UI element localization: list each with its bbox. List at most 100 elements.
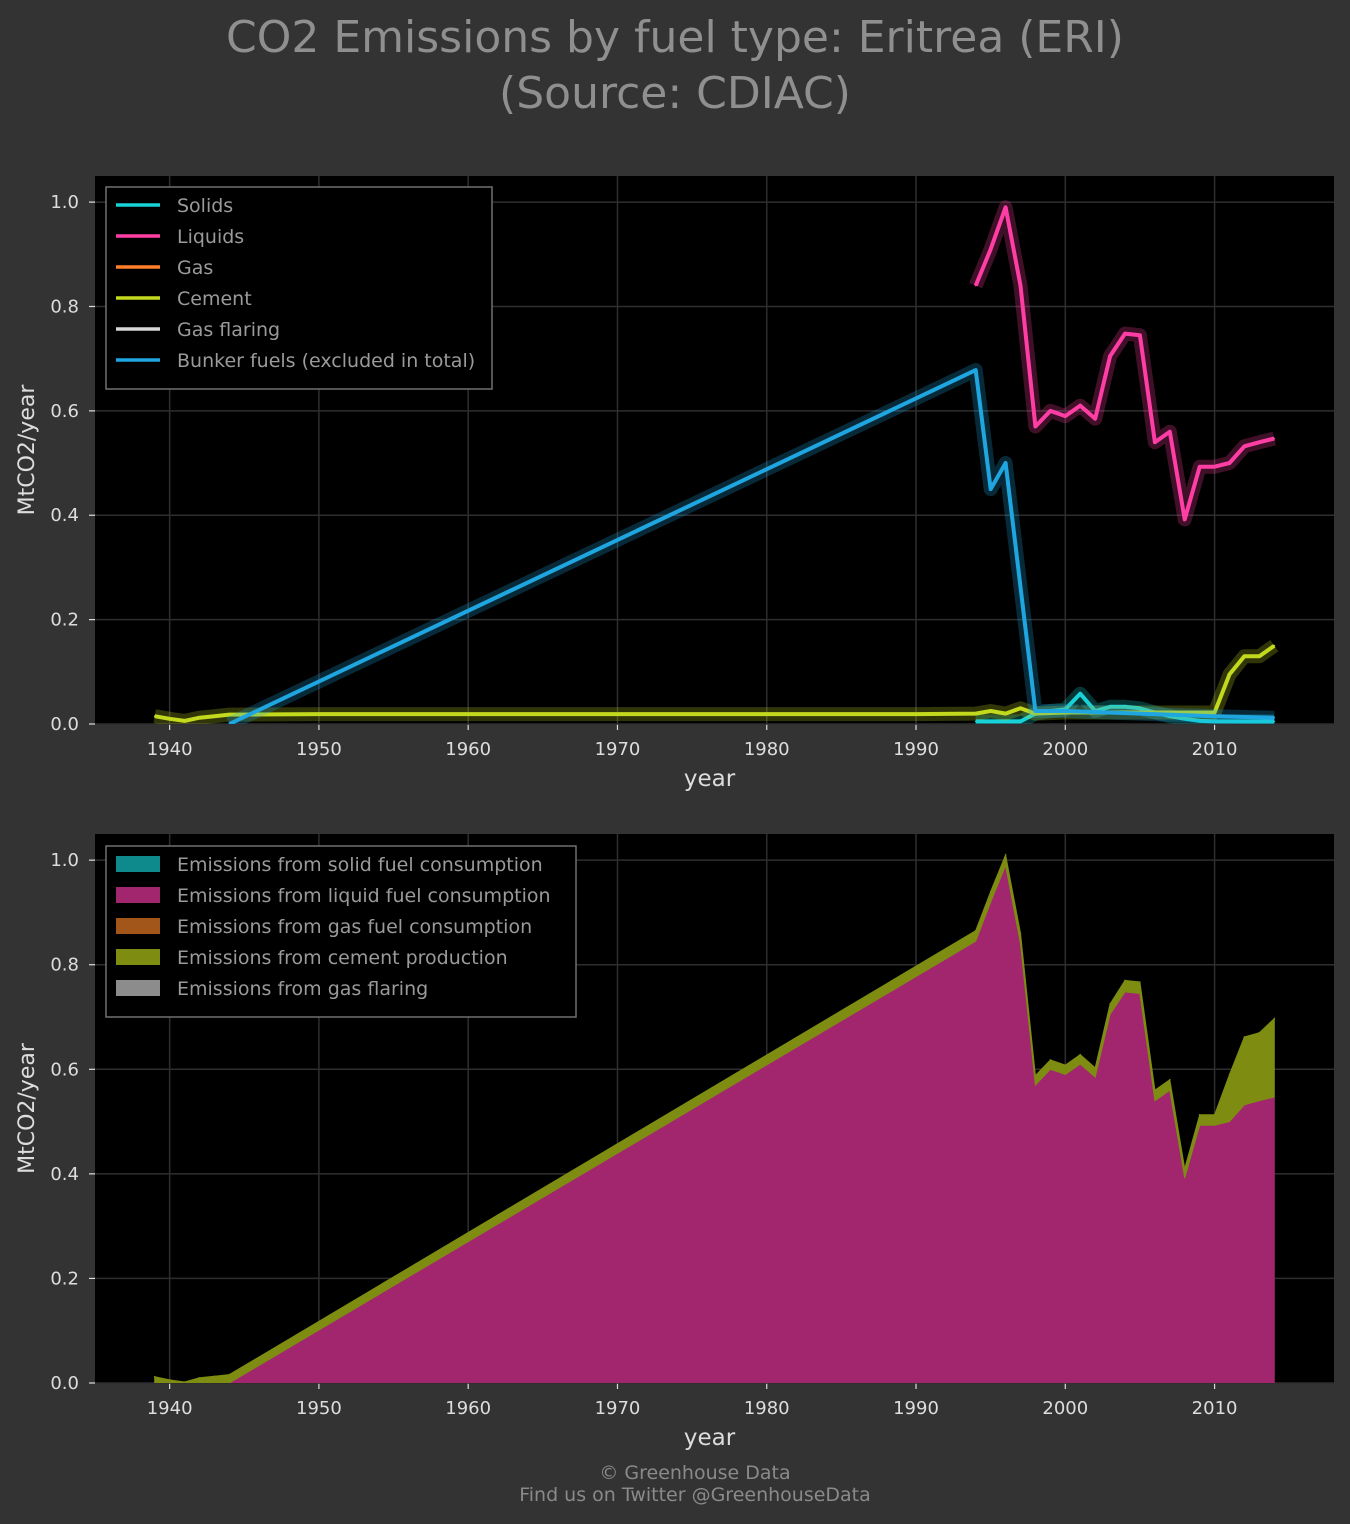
data-point [1109,706,1111,708]
legend-item-bunker-fuels-excluded-in-total: Bunker fuels (excluded in total) [116,350,475,372]
data-point [1258,441,1261,444]
data-point [974,369,977,371]
x-tick-label: 1980 [744,739,790,760]
data-point [1004,720,1007,723]
area-point [1273,1017,1276,1020]
area-point [1154,1089,1156,1091]
x-tick-label: 1970 [595,739,641,760]
data-point [1273,716,1276,719]
area-point [1198,1114,1201,1116]
data-point [1273,720,1276,723]
data-point [989,710,992,712]
legend-label: Emissions from cement production [177,947,508,969]
legend-label: Solids [177,195,233,217]
area-point [974,929,977,932]
area-point [1019,932,1022,935]
data-point [1154,441,1156,444]
area-point [1004,854,1007,856]
y-tick-label: 0.4 [50,1164,79,1185]
legend-item-emissions-from-gas-flaring: Emissions from gas flaring [116,978,428,1000]
data-point [1049,410,1052,412]
x-tick-label: 1950 [296,739,342,760]
legend-swatch [116,856,160,872]
x-tick-label: 1990 [893,739,939,760]
data-point [1079,404,1081,407]
area-point [1049,1059,1052,1061]
data-point [213,715,216,717]
data-point [1258,720,1261,723]
legend-item-gas: Gas [116,257,213,279]
legend-item-emissions-from-liquid-fuel-consumption: Emissions from liquid fuel consumption [116,885,551,907]
chart-title: CO2 Emissions by fuel type: Eritrea (ERI… [0,10,1350,122]
y-tick-label: 0.6 [50,1059,79,1080]
legend: Emissions from solid fuel consumption Emi… [105,845,577,1018]
legend-label: Gas [177,257,213,279]
y-tick-label: 0.0 [50,714,79,735]
data-point [228,713,231,716]
legend-box [105,845,577,1018]
data-point [1094,417,1096,420]
area-point [213,1375,216,1377]
x-axis-label: year [684,1425,736,1451]
area-point [1064,1064,1067,1066]
legend-swatch [116,980,160,996]
x-tick-label: 2000 [1042,1398,1088,1419]
area-point [168,1379,171,1381]
data-point [467,713,470,715]
data-point [1198,465,1201,468]
area-point [183,1381,186,1383]
data-point [765,713,768,715]
legend-label: Gas flaring [177,319,280,341]
y-tick-label: 0.4 [50,505,79,526]
data-point [1243,720,1246,723]
data-point [1139,334,1141,337]
data-point [1213,711,1216,714]
data-point [1213,465,1216,468]
data-point [915,713,917,715]
data-point [1004,206,1007,209]
legend-item-liquids: Liquids [116,226,244,248]
data-point [1243,655,1246,657]
y-tick-label: 0.2 [50,1268,79,1289]
legend-swatch [116,949,160,965]
data-point [168,718,171,720]
legend-swatch [116,918,160,934]
data-point [974,712,977,715]
legend-swatch [116,887,160,903]
area-point [153,1375,156,1378]
legend-label: Cement [177,288,252,310]
area-point [228,1373,231,1376]
legend-item-cement: Cement [116,288,252,310]
data-point [1109,355,1111,357]
data-point [1139,712,1141,715]
footer-twitter: Find us on Twitter @GreenhouseData [519,1484,871,1506]
legend-label: Emissions from solid fuel consumption [177,854,543,876]
data-point [616,713,619,715]
data-point [1183,718,1186,720]
top-line-chart: 1940 1950 1960 1970 1980 1990 2000 2010 0.0 0.2 0.… [15,176,1334,792]
data-point [1273,437,1276,440]
area-point [1094,1066,1096,1069]
chart-title-line2: (Source: CDIAC) [499,68,851,119]
data-point [1079,692,1081,695]
data-point [1034,710,1037,712]
data-point [1243,445,1246,448]
data-point [1228,720,1231,723]
data-point [989,488,992,490]
data-point [974,284,977,287]
y-axis-label: MtCO2/year [15,384,40,516]
data-point [974,720,977,723]
area-point [1124,979,1126,982]
data-point [183,720,186,722]
x-tick-label: 1960 [445,1398,491,1419]
series-layer [153,200,1279,724]
data-point [1273,644,1276,647]
x-tick-label: 1940 [147,739,193,760]
data-point [1213,720,1216,723]
y-tick-label: 0.8 [50,296,79,317]
area-point [1258,1031,1261,1034]
data-point [1139,707,1141,710]
legend-label: Bunker fuels (excluded in total) [177,350,475,372]
data-point [1124,332,1126,335]
bottom-stacked-area-chart: 1940 1950 1960 1970 1980 1990 2000 2010 0.0 0.2 0.… [15,834,1334,1451]
